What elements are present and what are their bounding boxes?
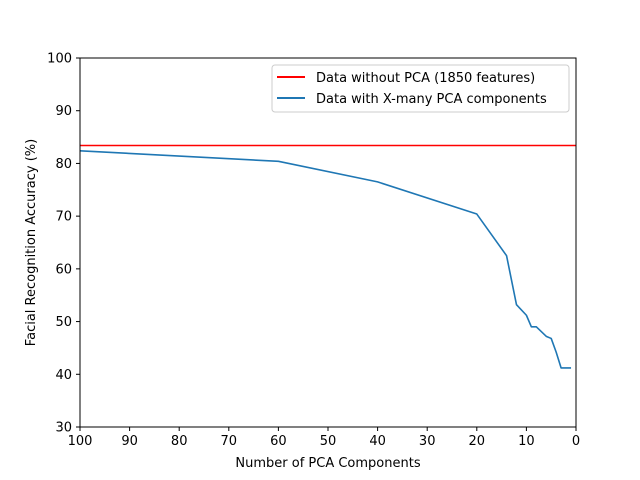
x-tick-label: 30 [419,434,436,449]
x-tick-label: 0 [572,434,580,449]
y-tick-label: 80 [55,157,72,172]
y-tick-label: 40 [55,368,72,383]
x-tick-label: 50 [320,434,337,449]
x-tick-label: 80 [171,434,188,449]
series-line-pca [79,149,572,369]
x-axis: 100 90 80 70 60 50 40 30 20 10 0 [68,427,580,449]
x-tick-label: 70 [221,434,238,449]
legend-box [271,64,570,113]
legend: Data without PCA (1850 features) Data wi… [271,64,570,113]
y-tick-label: 70 [55,210,72,225]
x-tick-label: 10 [518,434,535,449]
legend-label-pca: Data with X-many PCA components [316,92,547,107]
legend-label-no-pca: Data without PCA (1850 features) [316,71,535,86]
y-tick-label: 90 [55,104,72,119]
x-tick-label: 40 [369,434,386,449]
x-tick-label: 20 [469,434,486,449]
y-tick-label: 30 [55,421,72,436]
series-group [79,144,576,369]
y-axis: 30 40 50 60 70 80 90 100 [47,52,80,436]
y-axis-label: Facial Recognition Accuracy (%) [24,139,39,346]
x-axis-label: Number of PCA Components [235,456,420,471]
x-tick-label: 60 [270,434,287,449]
x-tick-label: 100 [68,434,93,449]
y-tick-label: 60 [55,262,72,277]
y-tick-label: 50 [55,315,72,330]
y-tick-label: 100 [47,52,72,67]
x-tick-label: 90 [121,434,138,449]
